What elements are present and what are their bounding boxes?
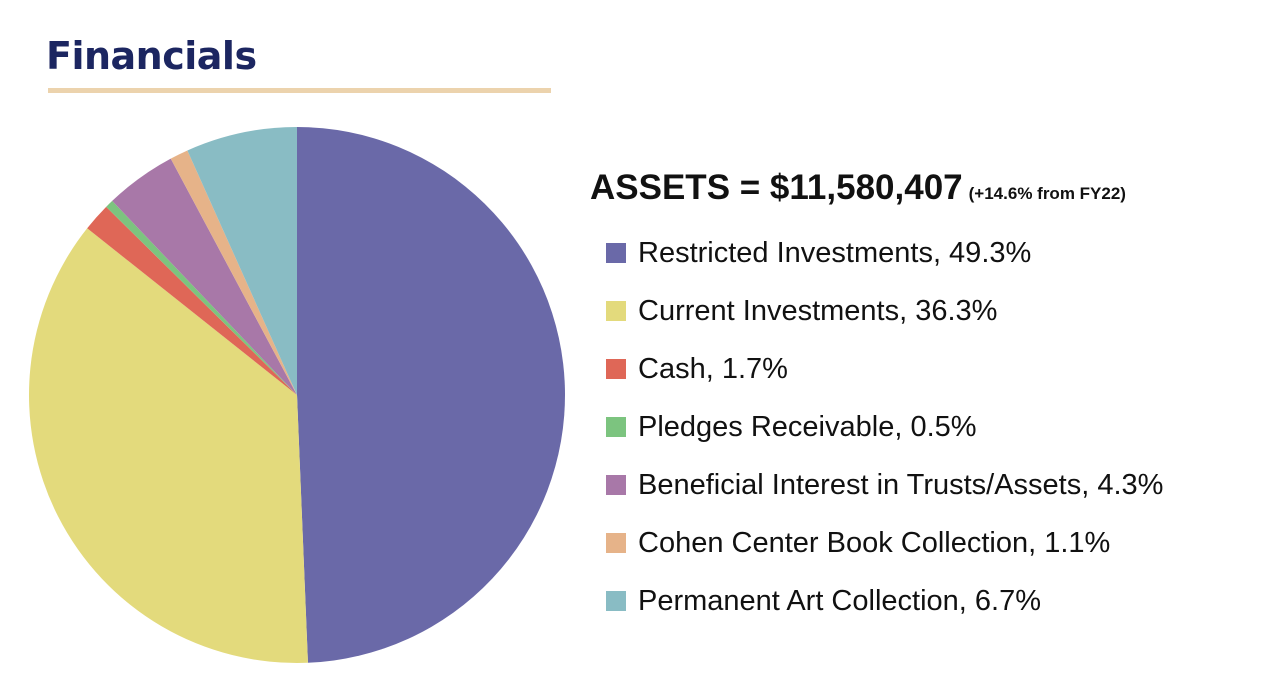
chart-legend: Restricted Investments, 49.3% Current Inv…	[606, 224, 1163, 630]
pie-slice-beneficial-interest-in-trusts-assets	[112, 158, 297, 395]
legend-item: Restricted Investments, 49.3%	[606, 224, 1163, 282]
title-underline	[48, 88, 551, 93]
legend-swatch	[606, 301, 626, 321]
legend-swatch	[606, 533, 626, 553]
legend-swatch	[606, 359, 626, 379]
assets-total: ASSETS = $11,580,407	[590, 168, 963, 207]
pie-chart	[29, 127, 565, 663]
legend-label: Restricted Investments, 49.3%	[638, 236, 1032, 269]
legend-label: Permanent Art Collection, 6.7%	[638, 584, 1041, 617]
legend-swatch	[606, 475, 626, 495]
legend-item: Beneficial Interest in Trusts/Assets, 4.…	[606, 456, 1163, 514]
legend-item: Current Investments, 36.3%	[606, 282, 1163, 340]
assets-change: (+14.6% from FY22)	[968, 184, 1126, 203]
legend-swatch	[606, 243, 626, 263]
page-title: Financials	[46, 34, 257, 78]
legend-label: Pledges Receivable, 0.5%	[638, 410, 977, 443]
legend-label: Beneficial Interest in Trusts/Assets, 4.…	[638, 468, 1164, 501]
pie-slice-cash	[87, 206, 297, 395]
legend-label: Cash, 1.7%	[638, 352, 788, 385]
legend-label: Current Investments, 36.3%	[638, 294, 998, 327]
pie-slice-pledges-receivable	[106, 200, 297, 395]
pie-slice-current-investments	[29, 228, 308, 663]
legend-swatch	[606, 417, 626, 437]
legend-item: Cohen Center Book Collection, 1.1%	[606, 514, 1163, 572]
assets-heading: ASSETS = $11,580,407 (+14.6% from FY22)	[590, 168, 1126, 208]
pie-slice-permanent-art-collection	[187, 127, 297, 395]
pie-slice-restricted-investments	[297, 127, 565, 663]
legend-item: Cash, 1.7%	[606, 340, 1163, 398]
legend-swatch	[606, 591, 626, 611]
legend-label: Cohen Center Book Collection, 1.1%	[638, 526, 1111, 559]
legend-item: Pledges Receivable, 0.5%	[606, 398, 1163, 456]
pie-slice-cohen-center-book-collection	[170, 150, 297, 395]
legend-item: Permanent Art Collection, 6.7%	[606, 572, 1163, 630]
